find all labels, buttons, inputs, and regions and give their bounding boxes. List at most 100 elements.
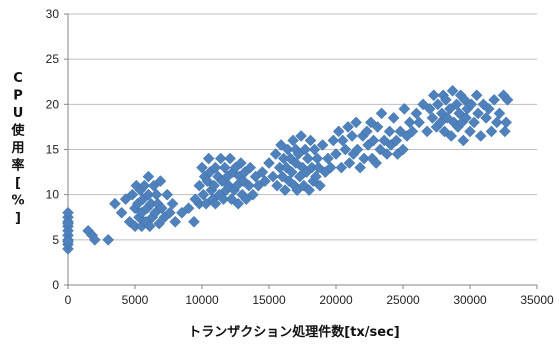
scatter-point bbox=[244, 161, 257, 174]
scatter-point bbox=[500, 116, 513, 129]
x-tick-label: 20000 bbox=[319, 293, 353, 307]
scatter-point bbox=[142, 188, 155, 201]
scatter-point bbox=[142, 170, 155, 183]
scatter-point bbox=[358, 152, 370, 165]
scatter-point bbox=[102, 233, 115, 246]
scatter-point bbox=[143, 220, 156, 233]
scatter-point bbox=[115, 206, 128, 219]
scatter-point bbox=[310, 170, 322, 183]
y-axis-title-char: 使 bbox=[10, 123, 25, 139]
scatter-point bbox=[490, 116, 503, 129]
y-axis-title-char: P bbox=[13, 89, 23, 104]
scatter-point bbox=[235, 157, 247, 169]
x-axis-title: トランザクション処理件数[tx/sec] bbox=[188, 324, 400, 340]
scatter-point bbox=[335, 161, 348, 174]
scatter-point bbox=[214, 152, 227, 165]
scatter-point bbox=[354, 161, 366, 174]
scatter-point bbox=[470, 89, 483, 102]
scatter-point bbox=[299, 143, 312, 156]
scatter-point bbox=[351, 143, 364, 156]
scatter-point bbox=[426, 112, 439, 124]
scatter-point bbox=[188, 215, 200, 228]
scatter-point bbox=[232, 197, 245, 210]
scatter-point bbox=[465, 98, 478, 111]
scatter-point bbox=[208, 179, 220, 192]
scatter-point bbox=[247, 188, 259, 201]
scatter-point bbox=[397, 143, 409, 156]
scatter-point bbox=[464, 125, 476, 138]
scatter-point bbox=[218, 161, 231, 174]
x-axis-ticks: 0 5000 10000 15000 20000 25000 30000 35000 bbox=[65, 293, 554, 307]
scatter-point bbox=[346, 130, 358, 142]
scatter-point bbox=[196, 161, 208, 174]
x-tick-label: 0 bbox=[65, 293, 72, 307]
scatter-point bbox=[224, 152, 236, 165]
scatter-point bbox=[468, 116, 480, 129]
scatter-point bbox=[209, 197, 222, 210]
scatter-point bbox=[480, 112, 492, 124]
scatter-point bbox=[166, 197, 179, 210]
scatter-point bbox=[413, 116, 425, 129]
scatter-point bbox=[445, 130, 458, 142]
scatter-point bbox=[189, 193, 202, 206]
scatter-point bbox=[316, 139, 329, 151]
scatter-point bbox=[271, 179, 283, 192]
scatter-point bbox=[339, 143, 352, 156]
scatter-point bbox=[287, 134, 299, 147]
scatter-point bbox=[169, 215, 182, 228]
scatter-point bbox=[182, 202, 195, 215]
scatter-point bbox=[263, 157, 275, 169]
scatter-point bbox=[410, 107, 423, 120]
scatter-point bbox=[161, 188, 174, 201]
scatter-point bbox=[460, 112, 472, 124]
scatter-point bbox=[193, 179, 206, 192]
scatter-point bbox=[109, 197, 121, 210]
scatter-point bbox=[450, 98, 463, 111]
scatter-point bbox=[267, 170, 279, 183]
scatter-point bbox=[446, 84, 459, 97]
scatter-point bbox=[304, 134, 317, 147]
scatter-point bbox=[88, 233, 101, 246]
scatter-point bbox=[256, 166, 269, 178]
y-axis-title-char: 率 bbox=[11, 158, 24, 174]
y-axis-title-char: C bbox=[13, 71, 23, 86]
scatter-point bbox=[472, 107, 484, 120]
scatter-point bbox=[370, 157, 383, 169]
scatter-point bbox=[155, 202, 168, 215]
scatter-point bbox=[202, 152, 215, 165]
scatter-point bbox=[163, 206, 176, 219]
scatter-point bbox=[371, 121, 384, 133]
scatter-point bbox=[322, 152, 334, 165]
scatter-point bbox=[485, 125, 498, 138]
scatter-point bbox=[360, 125, 373, 138]
y-axis-ticks: 0 5 10 15 20 25 30 bbox=[46, 7, 60, 292]
y-tick-label: 15 bbox=[46, 143, 60, 157]
scatter-point bbox=[62, 217, 74, 230]
y-axis-title-char: U bbox=[13, 106, 24, 121]
scatter-point bbox=[303, 184, 316, 197]
scatter-point bbox=[62, 235, 74, 248]
scatter-point bbox=[209, 161, 222, 174]
scatter-point bbox=[427, 89, 440, 102]
scatter-point bbox=[243, 179, 255, 192]
scatter-point bbox=[381, 148, 393, 160]
scatter-point bbox=[302, 152, 314, 165]
scatter-point bbox=[259, 175, 271, 187]
scatter-point bbox=[281, 143, 294, 156]
x-tick-label: 25000 bbox=[386, 293, 420, 307]
scatter-point bbox=[327, 134, 340, 147]
scatter-point bbox=[383, 125, 396, 138]
y-tick-label: 25 bbox=[46, 52, 60, 66]
scatter-point bbox=[308, 143, 321, 156]
scatter-point bbox=[474, 130, 487, 142]
y-tick-label: 10 bbox=[46, 188, 60, 202]
scatter-point bbox=[482, 102, 495, 115]
y-axis-title-char: 用 bbox=[10, 141, 24, 156]
scatter-point bbox=[217, 193, 230, 206]
y-tick-label: 20 bbox=[46, 97, 60, 111]
scatter-point bbox=[343, 157, 356, 169]
data-points bbox=[62, 84, 514, 255]
x-tick-label: 30000 bbox=[453, 293, 487, 307]
scatter-point bbox=[330, 148, 342, 160]
